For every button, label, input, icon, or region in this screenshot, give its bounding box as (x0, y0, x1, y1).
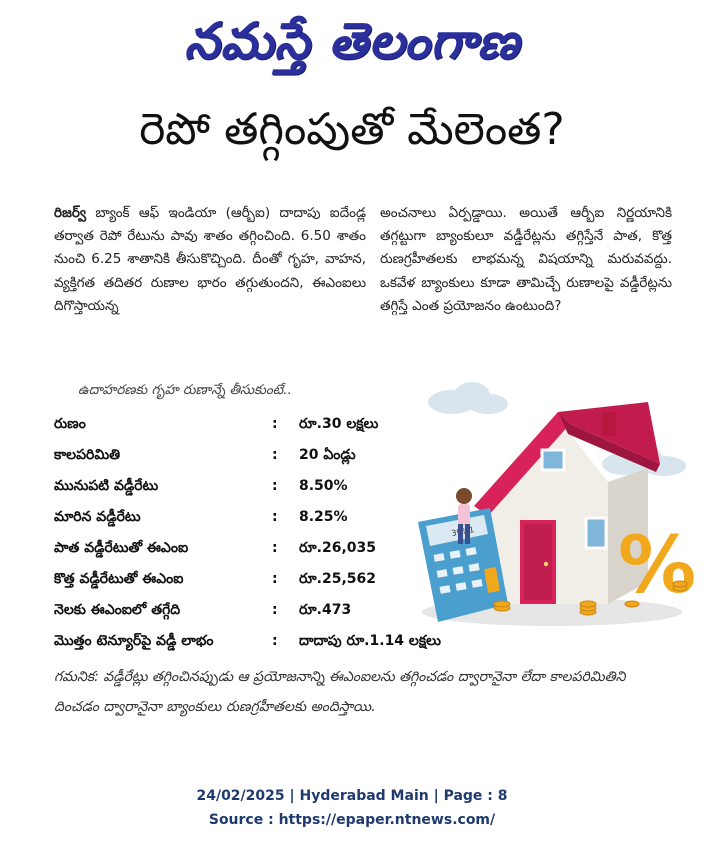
table-row-label: మొత్తం టెన్యూర్‌పై వడ్డీ లాభం (54, 633, 214, 649)
article-right-text: అంచనాలు ఏర్పడ్డాయి. అయితే ఆర్బీఐ నిర్ణయా… (380, 205, 672, 314)
table-row-separator: : (272, 633, 278, 649)
article-lead-word: రిజర్వ్ (54, 205, 87, 221)
table-row-label: మారిన వడ్డీరేటు (54, 509, 141, 525)
table-row-label: పాత వడ్డీరేటుతో ఈఎంఐ (54, 540, 189, 556)
house-loan-illustration: % 39%1 (418, 382, 696, 626)
article-left-text: బ్యాంక్ ఆఫ్ ఇండియా (ఆర్బీఐ) దాదాపు ఐదేండ… (54, 205, 366, 314)
house-icon (474, 402, 660, 604)
table-row-value: రూ.26,035 (299, 540, 376, 556)
table-row-label: రుణం (54, 416, 86, 432)
table-row: మునుపటి వడ్డీరేటు: 8.50% (54, 472, 494, 503)
table-row: నెలకు ఈఎంఐలో తగ్గేది: రూ.473 (54, 596, 494, 627)
table-row-separator: : (272, 540, 278, 556)
table-row-label: నెలకు ఈఎంఐలో తగ్గేది (54, 602, 181, 618)
table-row: మారిన వడ్డీరేటు: 8.25% (54, 503, 494, 534)
loan-details-table: రుణం: రూ.30 లక్షలు కాలపరిమితి: 20 ఏండ్లు మున… (54, 410, 494, 658)
table-row-value: 8.50% (299, 478, 348, 494)
table-row-separator: : (272, 571, 278, 587)
table-row-value: రూ.30 లక్షలు (299, 416, 379, 432)
article-note: గమనిక: వడ్డీరేట్లు తగ్గించినప్పుడు ఆ ప్ర… (54, 669, 626, 715)
example-intro: ఉదాహరణకు గృహ రుణాన్నే తీసుకుంటే.. (78, 382, 292, 398)
article-headline: రెపో తగ్గింపుతో మేలెంత? (139, 104, 565, 155)
table-row: కొత్త వడ్డీరేటుతో ఈఎంఐ: రూ.25,562 (54, 565, 494, 596)
table-row: పాత వడ్డీరేటుతో ఈఎంఐ: రూ.26,035 (54, 534, 494, 565)
masthead-title: నమస్తే తెలంగాణ (184, 12, 520, 70)
table-row-label: మునుపటి వడ్డీరేటు (54, 478, 159, 494)
table-row-value: 20 ఏండ్లు (299, 447, 356, 463)
table-row-separator: : (272, 416, 278, 432)
person-icon (456, 488, 472, 544)
table-row-separator: : (272, 478, 278, 494)
percent-sign-icon: % (618, 521, 696, 611)
article-left-column: రిజర్వ్ బ్యాంక్ ఆఫ్ ఇండియా (ఆర్బీఐ) దాదా… (54, 202, 366, 318)
table-row-label: కొత్త వడ్డీరేటుతో ఈఎంఐ (54, 571, 184, 587)
table-row-value: దాదాపు రూ.1.14 లక్షలు (299, 633, 441, 649)
table-row: మొత్తం టెన్యూర్‌పై వడ్డీ లాభం: దాదాపు రూ.… (54, 627, 494, 658)
cloud-left-icon (428, 382, 508, 414)
masthead: నమస్తే తెలంగాణ (0, 6, 704, 76)
calculator-icon: 39%1 (418, 508, 508, 622)
footer-date-edition: 24/02/2025 | Hyderabad Main | Page : 8 (196, 788, 508, 804)
table-row-value: రూ.473 (299, 602, 352, 618)
table-row-separator: : (272, 447, 278, 463)
table-row-separator: : (272, 509, 278, 525)
table-row: రుణం: రూ.30 లక్షలు (54, 410, 494, 441)
table-row-separator: : (272, 602, 278, 618)
footer-source: Source : https://epaper.ntnews.com/ (208, 812, 496, 828)
coins-icon (493, 580, 688, 616)
table-row-value: రూ.25,562 (299, 571, 376, 587)
table-row-label: కాలపరిమితి (54, 447, 121, 463)
table-row: కాలపరిమితి: 20 ఏండ్లు (54, 441, 494, 472)
table-row-value: 8.25% (299, 509, 348, 525)
article-right-column: అంచనాలు ఏర్పడ్డాయి. అయితే ఆర్బీఐ నిర్ణయా… (380, 202, 672, 318)
